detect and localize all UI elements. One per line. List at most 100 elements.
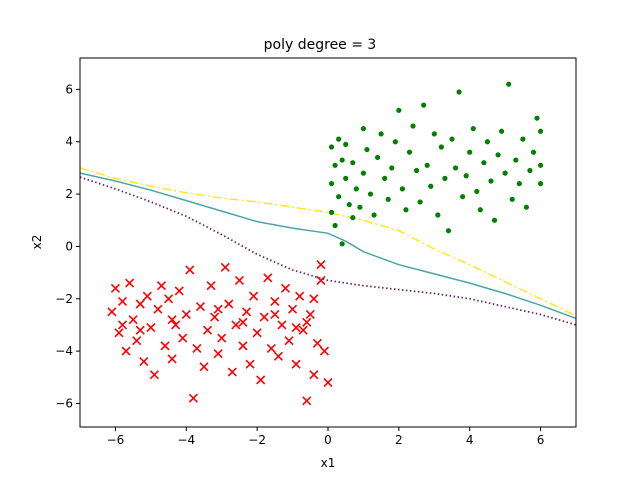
data-point-x [164, 294, 174, 304]
data-point-dot [406, 149, 413, 155]
scatter-points [107, 81, 544, 406]
data-point-x [238, 341, 248, 351]
data-point-x [202, 325, 213, 335]
data-point-x [309, 294, 319, 304]
data-point-dot [513, 157, 519, 163]
data-point-dot [332, 162, 338, 168]
data-point-x [316, 275, 326, 286]
y-axis-label: x2 [30, 235, 44, 250]
data-point-dot [392, 139, 398, 145]
data-point-x [249, 291, 259, 301]
data-point-x [213, 349, 223, 359]
data-point-x [319, 346, 330, 356]
y-tick-label: −4 [55, 344, 73, 358]
data-point-dot [530, 149, 537, 155]
data-point-dot [438, 144, 444, 150]
data-point-x [220, 262, 230, 272]
data-point-dot [403, 207, 409, 213]
data-point-dot [421, 102, 427, 108]
data-point-x [213, 304, 223, 314]
data-point-dot [537, 162, 544, 168]
data-point-dot [413, 167, 420, 174]
data-point-dot [520, 136, 526, 142]
data-point-x [280, 283, 291, 293]
x-tick-label: −2 [248, 433, 266, 447]
data-point-x [238, 317, 248, 327]
data-point-dot [509, 196, 515, 202]
data-point-x [284, 336, 294, 346]
data-point-x [156, 281, 167, 291]
y-tick-label: −2 [55, 292, 73, 306]
data-point-dot [328, 144, 335, 150]
data-point-x [291, 322, 301, 333]
data-point-dot [477, 207, 483, 213]
data-point-x [149, 370, 159, 380]
data-point-dot [481, 160, 487, 166]
data-point-x [231, 320, 241, 330]
data-point-dot [499, 128, 505, 134]
boundary-line-dotted [80, 176, 576, 326]
x-tick-label: 2 [395, 433, 403, 447]
x-axis-label: x1 [321, 456, 336, 470]
data-point-x [135, 325, 145, 335]
data-point-x [217, 333, 227, 343]
data-point-dot [385, 196, 391, 202]
data-point-x [185, 265, 195, 275]
data-point-x [270, 296, 280, 306]
data-point-dot [523, 204, 530, 210]
data-point-x [323, 377, 333, 388]
data-point-dot [328, 181, 335, 187]
data-point-dot [336, 136, 342, 142]
data-point-dot [456, 89, 462, 95]
data-point-dot [491, 217, 498, 223]
data-point-dot [382, 175, 388, 181]
data-point-dot [431, 131, 437, 137]
axis-ticks: −6 −4 −2 0 2 4 6 −6 −4 −2 0 2 4 6 [55, 82, 544, 447]
data-point-x [167, 354, 177, 364]
data-point-x [188, 393, 198, 403]
data-point-dot [399, 186, 405, 192]
data-point-x [270, 309, 280, 320]
data-point-dot [350, 215, 356, 221]
data-point-x [266, 343, 276, 354]
data-point-dot [460, 194, 466, 200]
data-point-x [252, 328, 262, 338]
data-point-dot [495, 152, 501, 158]
data-point-dot [410, 123, 416, 129]
data-point-x [171, 320, 181, 330]
data-point-x [114, 328, 124, 338]
data-point-dot [417, 199, 423, 205]
data-point-x [181, 309, 191, 320]
data-point-x [256, 375, 266, 385]
data-point-x [277, 320, 287, 330]
data-point-dot [357, 204, 363, 210]
data-point-dot [360, 126, 367, 132]
data-point-x [128, 315, 138, 325]
data-point-x [174, 286, 184, 296]
data-point-dot [375, 154, 381, 161]
data-point-x [295, 291, 305, 301]
data-point-dot [484, 139, 491, 145]
data-point-x [125, 278, 135, 288]
data-point-dot [506, 81, 512, 87]
data-point-x [117, 296, 128, 306]
data-point-dot [371, 212, 377, 218]
data-point-x [206, 281, 216, 291]
data-point-dot [350, 160, 356, 166]
data-point-x [245, 359, 255, 369]
data-point-x [316, 260, 326, 270]
boundary-line-solid [80, 172, 576, 320]
data-point-dot [445, 228, 452, 234]
y-tick-label: 0 [65, 239, 73, 253]
data-point-x [273, 351, 283, 361]
data-point-x [234, 275, 244, 286]
data-point-dot [332, 222, 338, 229]
data-point-dot [343, 175, 349, 181]
data-point-x [160, 341, 170, 351]
data-point-dot [428, 183, 434, 189]
data-point-x [199, 362, 209, 372]
data-point-dot [488, 178, 494, 184]
data-point-x [263, 273, 273, 283]
chart-title: poly degree = 3 [264, 37, 377, 53]
